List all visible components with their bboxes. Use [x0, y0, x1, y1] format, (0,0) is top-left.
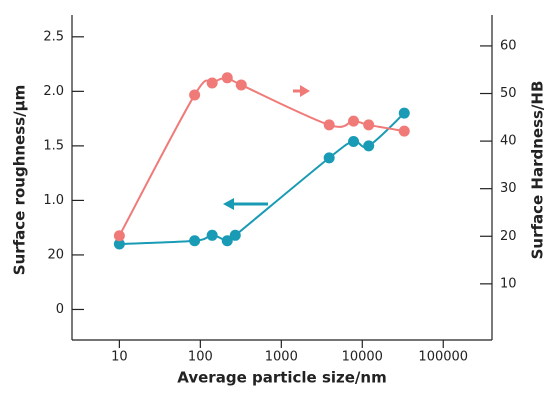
left-arrow — [223, 198, 268, 210]
point — [113, 238, 125, 250]
y-tick-label: 2.0 — [43, 84, 64, 99]
y-tick-label: 1.5 — [43, 138, 64, 153]
point — [363, 119, 375, 131]
point — [221, 235, 233, 247]
point — [221, 72, 233, 84]
point — [229, 229, 241, 241]
y2-tick-label: 30 — [500, 181, 517, 196]
y-tick-label: 1.0 — [43, 193, 64, 208]
y2-tick-label: 40 — [500, 134, 517, 149]
y2-tick-label: 20 — [500, 229, 517, 244]
x-axis-label: Average particle size/nm — [177, 369, 386, 387]
point — [235, 79, 247, 91]
right-arrow — [293, 85, 310, 97]
x-tick-label: 100000 — [418, 350, 468, 365]
point — [189, 235, 201, 247]
point — [206, 77, 218, 89]
y-axis-label: Surface roughness/μm — [11, 85, 29, 275]
point — [348, 136, 360, 148]
y2-axis-label: Surface Hardness/HB — [529, 81, 547, 260]
point — [323, 119, 335, 131]
y-tick-label: 2.5 — [43, 29, 64, 44]
y2-tick-label: 10 — [500, 276, 517, 291]
point — [323, 152, 335, 164]
point — [113, 230, 125, 242]
x-tick-label: 1000 — [265, 350, 298, 365]
x-tick-label: 100 — [188, 350, 213, 365]
x-tick-label: 10 — [111, 350, 128, 365]
point — [189, 89, 201, 101]
y2-tick-label: 50 — [500, 86, 517, 101]
point — [348, 115, 360, 127]
point — [398, 107, 410, 119]
y-tick-label: 20 — [47, 247, 64, 262]
x-tick-label: 10000 — [342, 350, 383, 365]
fit-line — [119, 112, 405, 246]
y2-tick-label: 60 — [500, 38, 517, 53]
y-tick-label: 0 — [56, 302, 64, 317]
point — [398, 125, 410, 137]
point — [206, 229, 218, 241]
point — [363, 140, 375, 152]
